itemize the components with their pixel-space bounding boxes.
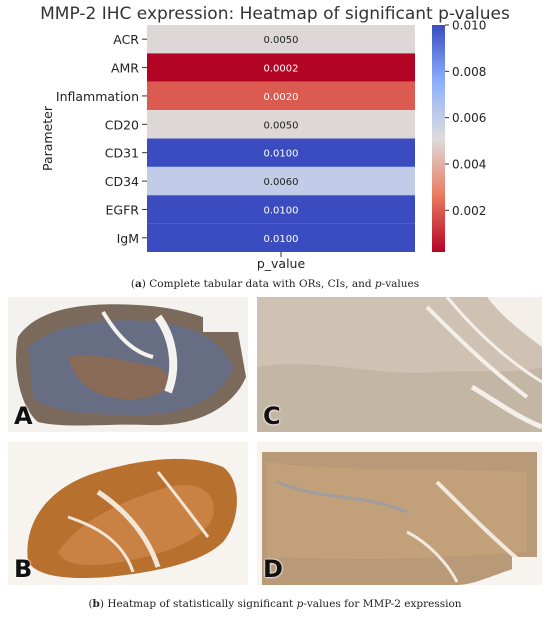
heatmap-cell <box>147 166 415 196</box>
caption-b-italic: p <box>296 598 304 610</box>
heatmap-cell <box>147 195 415 224</box>
micrograph-panel-c: C <box>257 297 542 432</box>
y-axis-title: Parameter <box>40 105 55 171</box>
colorbar-tick-label: 0.004 <box>452 157 486 171</box>
micrograph-panel-a: A <box>8 297 248 432</box>
colorbar-tick-label: 0.002 <box>452 204 486 218</box>
panel-label-c: C <box>263 402 281 430</box>
heatmap-cell <box>147 223 415 252</box>
colorbar-tick-label: 0.006 <box>452 111 486 125</box>
y-tick-label: EGFR <box>106 202 140 217</box>
caption-b-letter: b <box>92 598 100 610</box>
y-tick-label: CD31 <box>105 146 139 161</box>
x-axis-label: p_value <box>257 256 306 271</box>
heatmap-cell <box>147 81 415 111</box>
colorbar <box>432 25 445 252</box>
cell-value-label: 0.0060 <box>264 177 299 188</box>
heatmap-cell <box>147 25 415 54</box>
micrograph-panel-d: D <box>257 442 542 585</box>
cell-value-label: 0.0050 <box>264 120 299 131</box>
caption-a-text: ) Complete tabular data with ORs, CIs, a… <box>141 278 375 290</box>
caption-a-italic: p <box>374 278 382 290</box>
panel-label-a: A <box>14 402 33 430</box>
cell-value-label: 0.0100 <box>264 149 299 160</box>
heatmap-cell <box>147 53 415 82</box>
colorbar-tick-label: 0.008 <box>452 65 486 79</box>
cell-value-label: 0.0100 <box>264 234 299 245</box>
heatmap-cell <box>147 110 415 139</box>
cell-value-label: 0.0050 <box>264 35 299 46</box>
y-tick-label: Inflammation <box>56 89 139 104</box>
y-tick-label: IgM <box>117 231 139 246</box>
heatmap-cell <box>147 138 415 167</box>
panel-label-d: D <box>263 555 283 583</box>
heatmap-chart: 0.0050 ACR 0.0002 AMR 0.0020 Inflammation 0.00… <box>40 19 486 272</box>
caption-b-text: ) Heatmap of statistically significant <box>99 598 297 610</box>
micrograph-panel-b: B <box>8 442 248 585</box>
cell-value-label: 0.0100 <box>264 205 299 216</box>
cell-value-label: 0.0020 <box>264 92 299 103</box>
caption-b: (b) Heatmap of statistically significant… <box>88 598 462 610</box>
y-tick-label: CD34 <box>105 174 139 189</box>
caption-a-suffix: -values <box>381 278 420 290</box>
cell-value-label: 0.0002 <box>264 64 299 75</box>
panel-label-b: B <box>14 555 33 583</box>
caption-b-suffix: -values for MMP-2 expression <box>303 598 462 610</box>
caption-a: (a) Complete tabular data with ORs, CIs,… <box>130 278 420 290</box>
tissue-image-a <box>8 297 248 432</box>
y-tick-label: ACR <box>113 32 139 47</box>
tissue-image-d <box>257 442 542 585</box>
y-tick-label: CD20 <box>105 117 139 132</box>
tissue-image-b <box>8 442 248 585</box>
tissue-image-c <box>257 297 542 432</box>
caption-a-letter: a <box>134 278 142 290</box>
chart-title: MMP-2 IHC expression: Heatmap of signifi… <box>40 4 510 24</box>
y-tick-label: AMR <box>111 61 139 76</box>
colorbar-tick-label: 0.010 <box>452 19 486 33</box>
